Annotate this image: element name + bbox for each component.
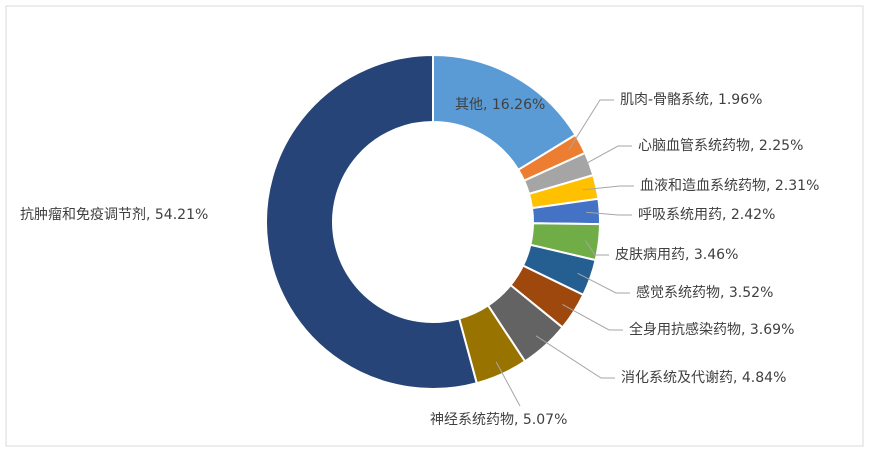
leader-line [583, 185, 634, 191]
donut-slice [265, 53, 478, 390]
leader-line [577, 272, 630, 294]
data-label: 全身用抗感染药物, 3.69% [629, 321, 794, 338]
data-label: 其他, 16.26% [455, 97, 545, 113]
leader-line [568, 99, 614, 151]
leader-line [584, 240, 609, 256]
data-label: 神经系统药物, 5.07% [430, 412, 567, 428]
data-label: 心脑血管系统药物, 2.25% [638, 138, 803, 154]
data-label: 消化系统及代谢药, 4.84% [621, 370, 786, 386]
leader-line [495, 361, 521, 407]
leader-line [535, 335, 615, 379]
data-label: 血液和造血系统药物, 2.31% [640, 178, 819, 194]
data-label: 肌肉-骨骼系统, 1.96% [620, 92, 762, 108]
leader-line [576, 145, 632, 170]
leader-line [562, 304, 623, 331]
data-label: 抗肿瘤和免疫调节剂, 54.21% [20, 206, 208, 223]
data-label: 感觉系统药物, 3.52% [636, 284, 773, 301]
leader-line [586, 211, 632, 216]
data-label: 呼吸系统用药, 2.42% [638, 207, 775, 223]
data-label: 皮肤病用药, 3.46% [615, 247, 738, 263]
